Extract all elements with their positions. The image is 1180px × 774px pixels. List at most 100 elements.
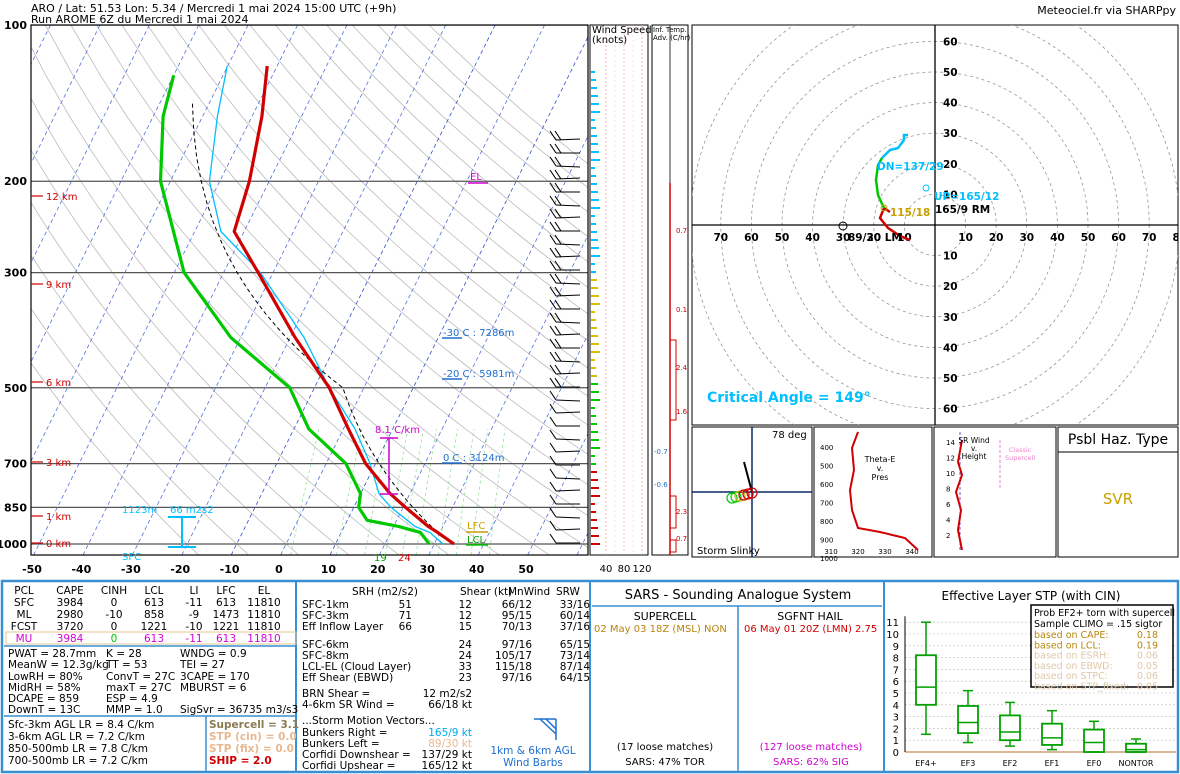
storm-motion-row: Corfidi Downshear = 137/29 kt — [302, 749, 588, 761]
table-cell: 11810 — [247, 621, 281, 633]
storm-motion-title: ...Storm Motion Vectors... — [302, 715, 435, 727]
sars-hail: SGFNT HAIL — [777, 610, 843, 623]
hodo-trace-0-3km — [878, 206, 911, 242]
kin-row: Eff Inflow Layer 66 15 70/13 37/16 — [302, 621, 590, 633]
table-cell: 11810 — [247, 609, 281, 621]
wind-barb-flag — [549, 143, 557, 154]
height-label: 6 km — [46, 378, 71, 389]
dry-adiabat — [300, 25, 588, 289]
stp-prob-label: based on ESRH: — [1034, 651, 1110, 662]
slinky-ring — [742, 488, 754, 500]
adv-label: 0.7 — [676, 227, 687, 235]
barbs-caption-1: 1km & 6km AGL — [490, 745, 576, 757]
wind-barb — [555, 399, 581, 402]
hodo-ring-tick: 30 — [943, 312, 958, 324]
temperature-tick: -20 — [170, 563, 190, 576]
sars-sup-type: NON — [704, 624, 727, 635]
index-row: DCAPE = 859 ESP = 4.9 — [8, 693, 294, 705]
stp-box — [1041, 722, 1063, 746]
wind-barb-flag — [549, 234, 557, 245]
adv-label: 2.3 — [676, 508, 687, 516]
thetae-y-tick: 700 — [820, 500, 833, 508]
kin-row: SFC-6km 24 97/16 65/15 — [302, 639, 590, 651]
wind-barb-flag — [549, 442, 557, 453]
hazard-panel: Psbl Haz. Type SVR — [1057, 426, 1179, 558]
hodo-lm-label: 89/30 LM — [848, 232, 902, 244]
stp-panel: Effective Layer STP (with CIN) 012345678… — [886, 589, 1176, 768]
thetae-y-tick: 800 — [820, 518, 833, 526]
kin-header-cell: MnWind — [508, 586, 551, 598]
kin-cell: 64/15 — [559, 672, 590, 684]
kin-header-cell: SRW — [556, 586, 580, 598]
dry-adiabat — [31, 97, 450, 555]
composite-index: SHIP = 2.0 — [209, 755, 272, 767]
kin-cell: BRN Shear = — [302, 688, 371, 700]
wind-speed-title: Wind Speed — [592, 25, 652, 36]
stp-box — [1125, 742, 1147, 753]
isotherm — [181, 25, 447, 555]
parcel-table: PCL CAPE CINH LCL LI LFC EL SFC 3984 0 613 -11 613 1… — [6, 585, 294, 645]
wind-barb-flag — [554, 182, 562, 193]
thetae-sub1: v. — [877, 464, 884, 473]
wind-barb-flag — [549, 338, 557, 349]
wind-barb-flag — [549, 429, 557, 440]
thetae-x-tick: 330 — [878, 548, 891, 556]
stp-y-tick: 3 — [893, 713, 899, 724]
kin-cell: 12 m2/s2 — [422, 688, 472, 700]
table-cell: 11810 — [247, 597, 281, 609]
wind-barb-flag — [549, 351, 557, 362]
kin-cell: 165/9 kt — [428, 727, 472, 739]
index-value: K = 28 — [106, 648, 142, 660]
hodo-x-tick: 20 — [866, 232, 881, 244]
kin-cell: 24 — [458, 639, 472, 651]
index-row: LowRH = 80% ConvT = 27C 3CAPE = 170 — [8, 670, 294, 683]
stp-prob-value: 0.05 — [1137, 661, 1158, 672]
kin-cell: 97/16 — [501, 672, 532, 684]
wind-barb-flag — [554, 195, 562, 206]
kin-cell: 71 — [398, 610, 412, 622]
dry-adiabat — [275, 25, 588, 315]
wind-barb-flag — [549, 520, 557, 531]
kin-cell: Corfidi Upshear = — [302, 760, 396, 772]
wind-barb-flag — [554, 169, 562, 180]
table-cell: 3720 — [56, 621, 84, 633]
pressure-tick: 100 — [4, 19, 27, 32]
table-cell: 11810 — [247, 633, 281, 645]
stp-y-tick: 1 — [893, 736, 899, 747]
table-cell: -9 — [188, 609, 200, 621]
wind-barb — [555, 282, 581, 285]
wind-barb-flag — [549, 481, 557, 492]
wind-speed-subtitle: (knots) — [592, 35, 627, 46]
slinky-deg: 78 deg — [772, 430, 807, 441]
kin-cell: 12 — [458, 610, 472, 622]
thetae-x-tick: 320 — [851, 548, 864, 556]
adv-label: -0.6 — [654, 481, 668, 489]
wind-barb-flag — [549, 507, 557, 518]
hodo-x-tick: 70 — [713, 232, 728, 244]
table-cell: EL — [257, 585, 271, 597]
table-cell: -11 — [185, 633, 203, 645]
table-cell: 613 — [143, 597, 165, 609]
stp-category: EF1 — [1045, 759, 1060, 768]
kin-header: SRH (m2/s2) Shear (kt) MnWind SRW — [302, 586, 588, 599]
table-cell: 3984 — [56, 597, 84, 609]
wind-barb-flag — [554, 364, 562, 375]
wind-barb-flag — [549, 364, 557, 375]
kin-cell: 97/16 — [501, 639, 532, 651]
table-cell: 0 — [110, 597, 118, 609]
kin-cell: 24 — [458, 650, 472, 662]
kin-row: SFC-1km 51 12 66/12 33/16 — [302, 599, 590, 611]
stp-box — [915, 654, 937, 706]
header-line2: Run AROME 6Z du Mercredi 1 mai 2024 — [31, 13, 249, 26]
mixing-ratio-line — [455, 428, 475, 555]
kin-cell: 23 — [458, 672, 472, 684]
hodo-dn-label: DN=137/29 — [877, 161, 944, 173]
index-value: LowRH = 80% — [8, 670, 83, 683]
wind-barbs — [549, 130, 581, 544]
wind-barb-flag — [549, 403, 557, 414]
temperature-tick: 10 — [321, 563, 337, 576]
dry-adiabat — [31, 307, 250, 555]
wind-barb-flag — [554, 247, 562, 258]
adv-label: 0.1 — [676, 306, 687, 314]
isotherm — [428, 234, 588, 555]
